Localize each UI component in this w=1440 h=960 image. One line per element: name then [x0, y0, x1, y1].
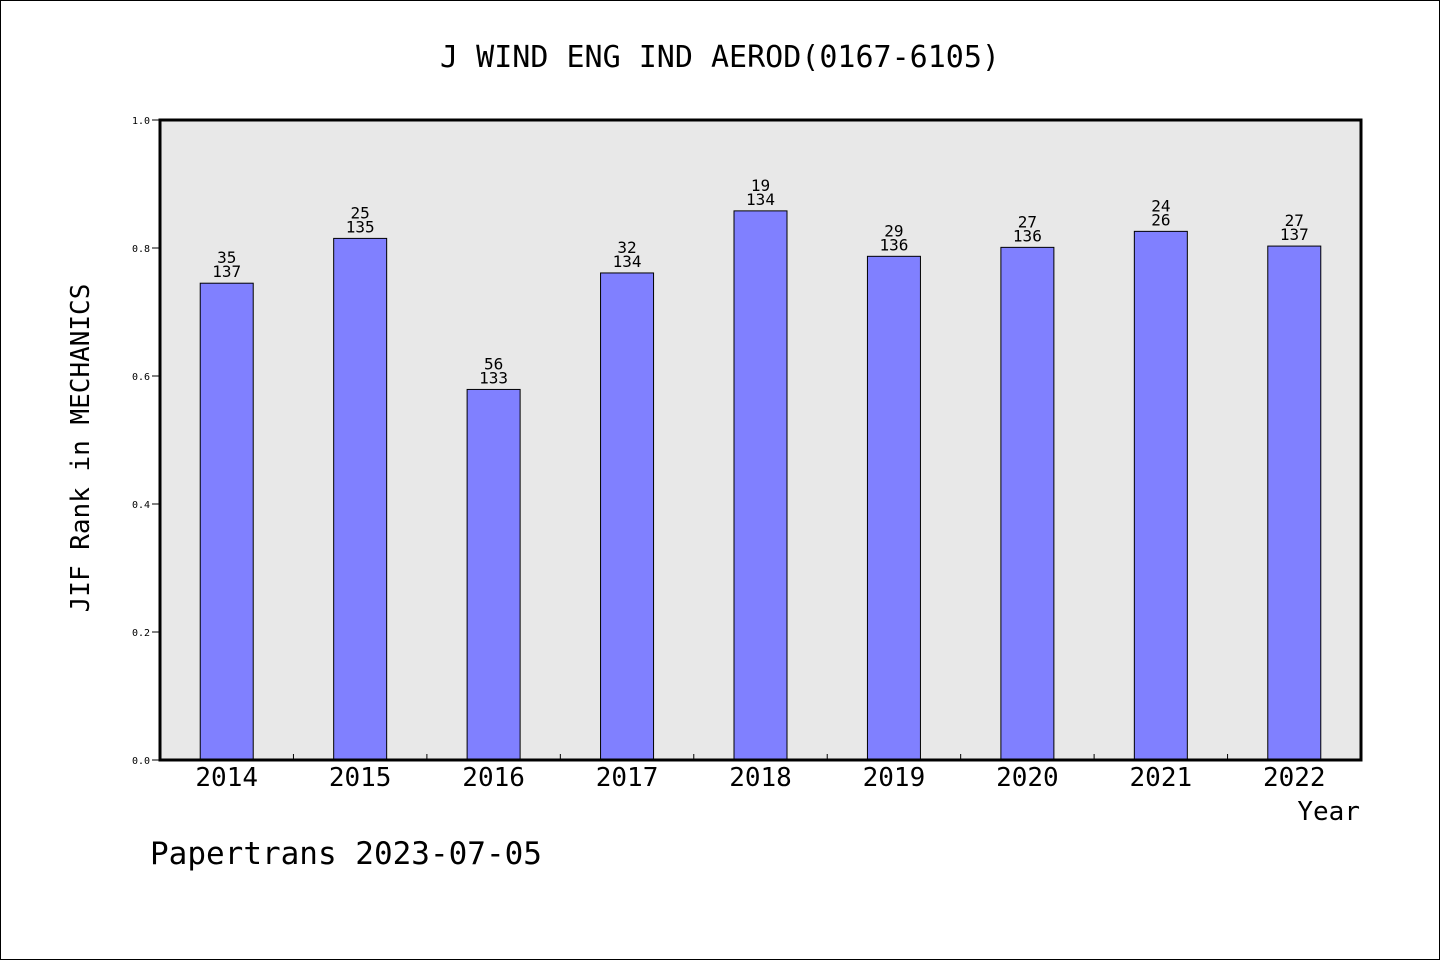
bar-label-bottom-2016: 133 [479, 368, 508, 387]
bar-label-top-2020: 27 [1018, 212, 1037, 231]
chart-title: J WIND ENG IND AEROD(0167-6105) [440, 40, 1000, 75]
bar-label-top-2014: 35 [217, 248, 236, 267]
bar-2018 [733, 210, 788, 761]
bar-2021 [1133, 230, 1188, 761]
x-tick-label-2017: 2017 [596, 763, 659, 793]
y-tick-label-0.4: 0.4 [132, 500, 150, 511]
y-tick-label-0.8: 0.8 [132, 244, 150, 255]
y-tick-label-0.0: 0.0 [132, 756, 150, 767]
bar-label-top-2018: 19 [751, 176, 770, 195]
bar-label-top-2016: 56 [484, 354, 503, 373]
y-axis-ticks: 0.0 0.2 0.4 0.6 0.8 1.0 [132, 116, 160, 767]
x-tick-label-2015: 2015 [329, 763, 392, 793]
bars-group [199, 210, 1322, 761]
y-tick-label-0.6: 0.6 [132, 372, 150, 383]
bar-label-bottom-2017: 134 [613, 252, 642, 271]
bar-label-bottom-2020: 136 [1013, 226, 1042, 245]
x-axis-label: Year [1297, 797, 1360, 827]
y-tick-label-1.0: 1.0 [132, 116, 150, 127]
bar-2015 [333, 237, 388, 761]
y-tick-label-0.2: 0.2 [132, 628, 150, 639]
bar-label-bottom-2014: 137 [212, 262, 241, 281]
bar-2016 [466, 388, 521, 761]
y-axis-label: JIF Rank in MECHANICS [66, 284, 96, 613]
bar-label-bottom-2021: 26 [1151, 210, 1170, 229]
bar-2019 [866, 255, 921, 761]
footer-text: Papertrans 2023-07-05 [150, 836, 542, 872]
bar-label-bottom-2015: 135 [346, 217, 375, 236]
bar-label-top-2017: 32 [617, 238, 636, 257]
bar-label-top-2021: 24 [1151, 196, 1170, 215]
x-tick-label-2022: 2022 [1263, 763, 1326, 793]
x-axis-ticks: 2014 2015 2016 2017 2018 2019 2020 2021 2022 [195, 754, 1326, 793]
x-tick-label-2021: 2021 [1130, 763, 1193, 793]
bar-label-top-2015: 25 [351, 203, 370, 222]
bar-label-bottom-2018: 134 [746, 190, 775, 209]
x-tick-label-2019: 2019 [863, 763, 926, 793]
plot-border [158, 118, 1363, 762]
bar-label-bottom-2022: 137 [1280, 225, 1309, 244]
x-tick-label-2020: 2020 [996, 763, 1059, 793]
bar-2014 [199, 282, 254, 761]
bar-2017 [600, 272, 655, 761]
bar-2022 [1267, 245, 1322, 761]
bar-2020 [1000, 246, 1055, 761]
bar-label-bottom-2019: 136 [879, 235, 908, 254]
bar-label-top-2019: 29 [884, 221, 903, 240]
x-tick-label-2014: 2014 [195, 763, 258, 793]
x-tick-label-2016: 2016 [462, 763, 525, 793]
bar-label-top-2022: 27 [1285, 211, 1304, 230]
x-tick-label-2018: 2018 [729, 763, 792, 793]
